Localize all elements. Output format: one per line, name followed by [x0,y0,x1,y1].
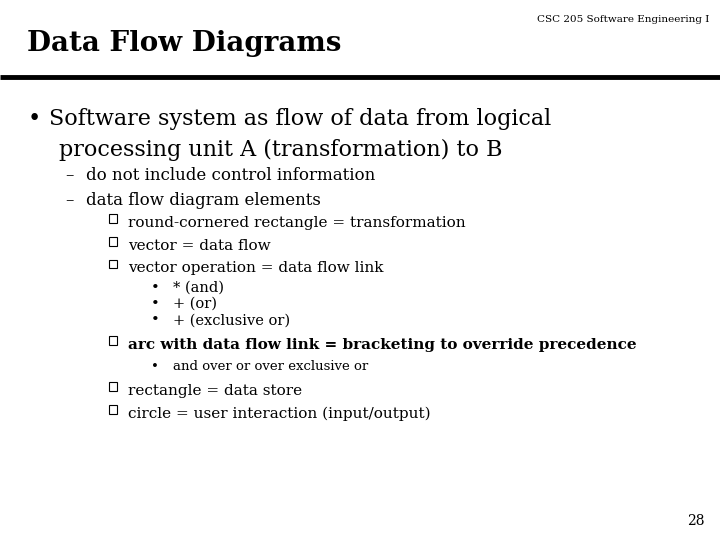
Text: CSC 205 Software Engineering I: CSC 205 Software Engineering I [537,15,709,24]
Text: circle = user interaction (input/output): circle = user interaction (input/output) [128,407,431,421]
Text: vector operation = data flow link: vector operation = data flow link [128,261,384,275]
Text: * (and): * (and) [173,281,224,295]
Text: •: • [151,281,160,295]
Text: round-cornered rectangle = transformation: round-cornered rectangle = transformatio… [128,216,466,230]
Text: and over or over exclusive or: and over or over exclusive or [173,360,368,373]
Text: –: – [65,192,73,208]
Text: vector = data flow: vector = data flow [128,239,271,253]
Text: •: • [151,297,160,311]
Text: •: • [27,108,40,130]
Text: data flow diagram elements: data flow diagram elements [86,192,321,208]
Text: •: • [151,360,159,373]
Text: 28: 28 [687,514,704,528]
Text: do not include control information: do not include control information [86,167,376,184]
Text: + (or): + (or) [173,297,217,311]
Text: Data Flow Diagrams: Data Flow Diagrams [27,30,342,57]
Text: processing unit A (transformation) to B: processing unit A (transformation) to B [59,139,503,161]
Text: rectangle = data store: rectangle = data store [128,384,302,398]
Text: + (exclusive or): + (exclusive or) [173,313,290,327]
Text: –: – [65,167,73,184]
Text: Software system as flow of data from logical: Software system as flow of data from log… [49,108,552,130]
Text: arc with data flow link = bracketing to override precedence: arc with data flow link = bracketing to … [128,338,636,352]
Text: •: • [151,313,160,327]
